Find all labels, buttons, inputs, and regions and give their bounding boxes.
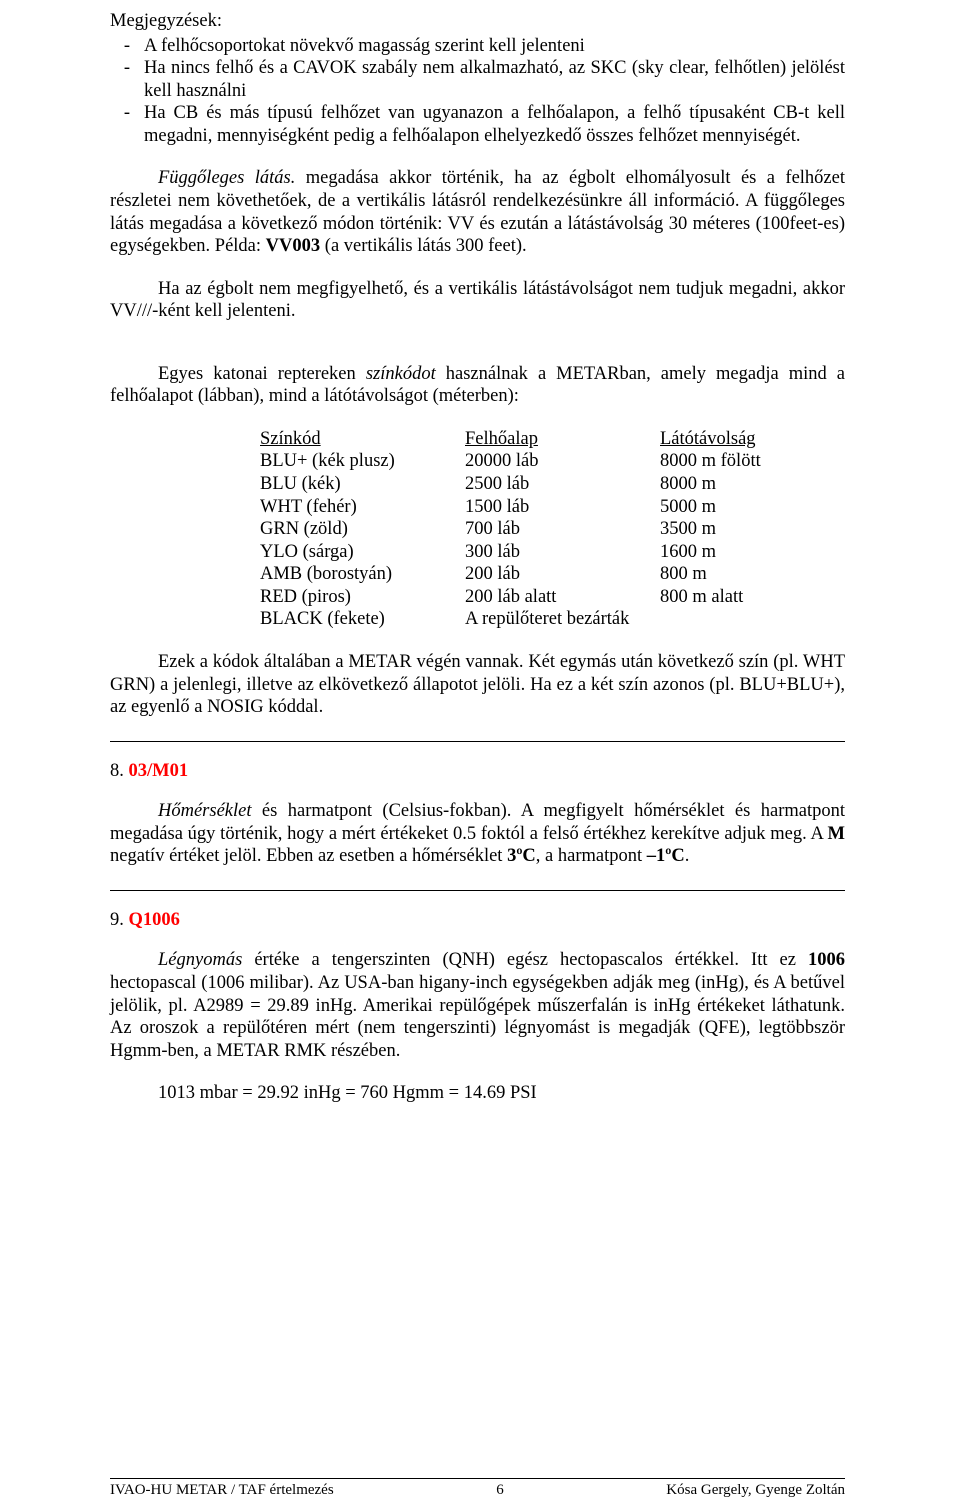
table-cell: 1600 m [660, 541, 761, 564]
section-8-paragraph: Hőmérséklet és harmatpont (Celsius-fokba… [110, 800, 845, 868]
table-cell: YLO (sárga) [260, 541, 465, 564]
section-code: 03/M01 [129, 761, 189, 781]
paragraph-vertical-visibility: Függőleges látás. megadása akkor történi… [110, 167, 845, 257]
bold-value: 1006 [808, 950, 845, 970]
section-divider [110, 890, 845, 891]
table-cell: 300 láb [465, 541, 660, 564]
section-divider [110, 741, 845, 742]
bold-dewpoint: –1ºC [647, 846, 685, 866]
table-cell: 1500 láb [465, 496, 660, 519]
notes-list: - A felhőcsoportokat növekvő magasság sz… [110, 35, 845, 148]
table-cell: 200 láb alatt [465, 586, 660, 609]
table-cell: RED (piros) [260, 586, 465, 609]
body-text: . [685, 846, 690, 866]
list-item-text: Ha CB és más típusú felhőzet van ugyanaz… [144, 102, 845, 147]
table-cell: 800 m alatt [660, 586, 761, 609]
color-code-table: Színkód Felhőalap Látótávolság BLU+ (kék… [260, 428, 845, 631]
body-text: (a vertikális látás 300 feet). [320, 236, 527, 256]
lead-term: Légnyomás [158, 950, 242, 970]
table-row: BLU (kék)2500 láb8000 m [260, 473, 761, 496]
page: Megjegyzések: - A felhőcsoportokat növek… [0, 0, 960, 1509]
footer-right: Kósa Gergely, Gyenge Zoltán [666, 1481, 845, 1499]
notes-title: Megjegyzések: [110, 10, 845, 33]
list-item: - Ha CB és más típusú felhőzet van ugyan… [110, 102, 845, 147]
table-cell: 800 m [660, 563, 761, 586]
lead-term: Függőleges látás. [158, 168, 295, 188]
list-item: - A felhőcsoportokat növekvő magasság sz… [110, 35, 845, 58]
pressure-conversion: 1013 mbar = 29.92 inHg = 760 Hgmm = 14.6… [110, 1082, 845, 1105]
table-cell: 2500 láb [465, 473, 660, 496]
table-cell: AMB (borostyán) [260, 563, 465, 586]
bullet-dash: - [110, 35, 144, 58]
table-row: BLACK (fekete)A repülőteret bezárták [260, 608, 761, 631]
table-cell: BLU (kék) [260, 473, 465, 496]
list-item-text: A felhőcsoportokat növekvő magasság szer… [144, 35, 845, 58]
table-cell: 5000 m [660, 496, 761, 519]
table-cell: BLACK (fekete) [260, 608, 465, 631]
list-item: - Ha nincs felhő és a CAVOK szabály nem … [110, 57, 845, 102]
table-cell: 700 láb [465, 518, 660, 541]
paragraph-colorcode-intro: Egyes katonai reptereken színkódot haszn… [110, 363, 845, 408]
table-row: BLU+ (kék plusz)20000 láb8000 m fölött [260, 450, 761, 473]
table-cell: 200 láb [465, 563, 660, 586]
table-cell: 3500 m [660, 518, 761, 541]
table-row: AMB (borostyán)200 láb800 m [260, 563, 761, 586]
table-header: Színkód [260, 428, 465, 451]
page-footer: IVAO-HU METAR / TAF értelmezés 6 Kósa Ge… [110, 1478, 845, 1499]
body-text: értéke a tengerszinten (QNH) egész hecto… [242, 950, 808, 970]
lead-term: Hőmérséklet [158, 801, 252, 821]
footer-left: IVAO-HU METAR / TAF értelmezés [110, 1481, 334, 1499]
table-cell: 20000 láb [465, 450, 660, 473]
example-code: VV003 [266, 236, 320, 256]
bullet-dash: - [110, 102, 144, 147]
footer-page-number: 6 [496, 1481, 504, 1499]
table-cell: A repülőteret bezárták [465, 608, 761, 631]
table-row: YLO (sárga)300 láb1600 m [260, 541, 761, 564]
section-9-paragraph: Légnyomás értéke a tengerszinten (QNH) e… [110, 949, 845, 1062]
body-text: Egyes katonai reptereken [158, 364, 366, 384]
list-item-text: Ha nincs felhő és a CAVOK szabály nem al… [144, 57, 845, 102]
table-cell: BLU+ (kék plusz) [260, 450, 465, 473]
paragraph-colorcode-expl: Ezek a kódok általában a METAR végén van… [110, 651, 845, 719]
bullet-dash: - [110, 57, 144, 102]
section-code: Q1006 [129, 910, 180, 930]
table-header: Felhőalap [465, 428, 660, 451]
italic-term: színkódot [366, 364, 436, 384]
table-cell: WHT (fehér) [260, 496, 465, 519]
bold-temp: 3ºC [507, 846, 536, 866]
body-text: negatív értéket jelöl. Ebben az esetben … [110, 846, 507, 866]
section-8-heading: 8. 03/M01 [110, 760, 845, 783]
table-cell: 8000 m [660, 473, 761, 496]
section-number: 9. [110, 910, 129, 930]
table-row: RED (piros)200 láb alatt800 m alatt [260, 586, 761, 609]
table-row: GRN (zöld)700 láb3500 m [260, 518, 761, 541]
table-row: WHT (fehér)1500 láb5000 m [260, 496, 761, 519]
table-cell: GRN (zöld) [260, 518, 465, 541]
paragraph-vvslash: Ha az égbolt nem megfigyelhető, és a ver… [110, 278, 845, 323]
body-text: , a harmatpont [536, 846, 647, 866]
bold-m: M [828, 824, 845, 844]
section-9-heading: 9. Q1006 [110, 909, 845, 932]
table-header-row: Színkód Felhőalap Látótávolság [260, 428, 761, 451]
body-text: hectopascal (1006 milibar). Az USA-ban h… [110, 973, 845, 1061]
table-header: Látótávolság [660, 428, 761, 451]
table-cell: 8000 m fölött [660, 450, 761, 473]
section-number: 8. [110, 761, 129, 781]
